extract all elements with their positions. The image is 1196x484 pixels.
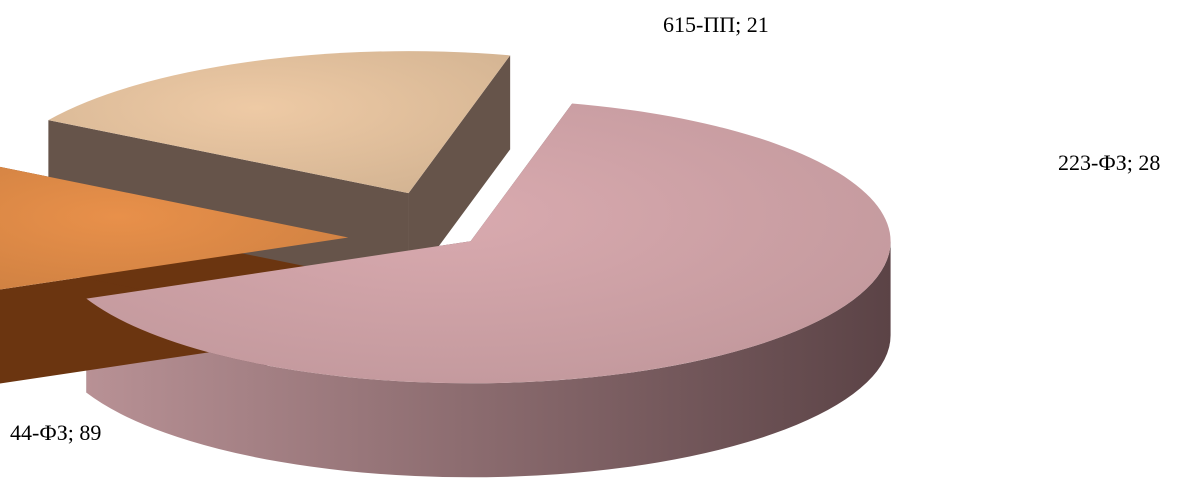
slice-top-223-ФЗ <box>48 51 511 194</box>
slice-side-2 <box>48 55 511 288</box>
slice-tops-layer <box>0 51 891 384</box>
data-label-0: 44-ФЗ; 89 <box>10 420 101 445</box>
slice-top-615-ПП <box>0 166 349 290</box>
data-labels-layer: 44-ФЗ; 89 615-ПП; 21 223-ФЗ; 28 <box>10 12 1160 445</box>
data-label-2: 223-ФЗ; 28 <box>1058 150 1160 175</box>
slice-cut-face <box>48 120 409 288</box>
data-label-1: 615-ПП; 21 <box>663 12 769 37</box>
slice-top-44-ФЗ <box>86 103 891 384</box>
slice-outer-wall <box>86 241 891 478</box>
slice-cut-face <box>408 55 511 288</box>
